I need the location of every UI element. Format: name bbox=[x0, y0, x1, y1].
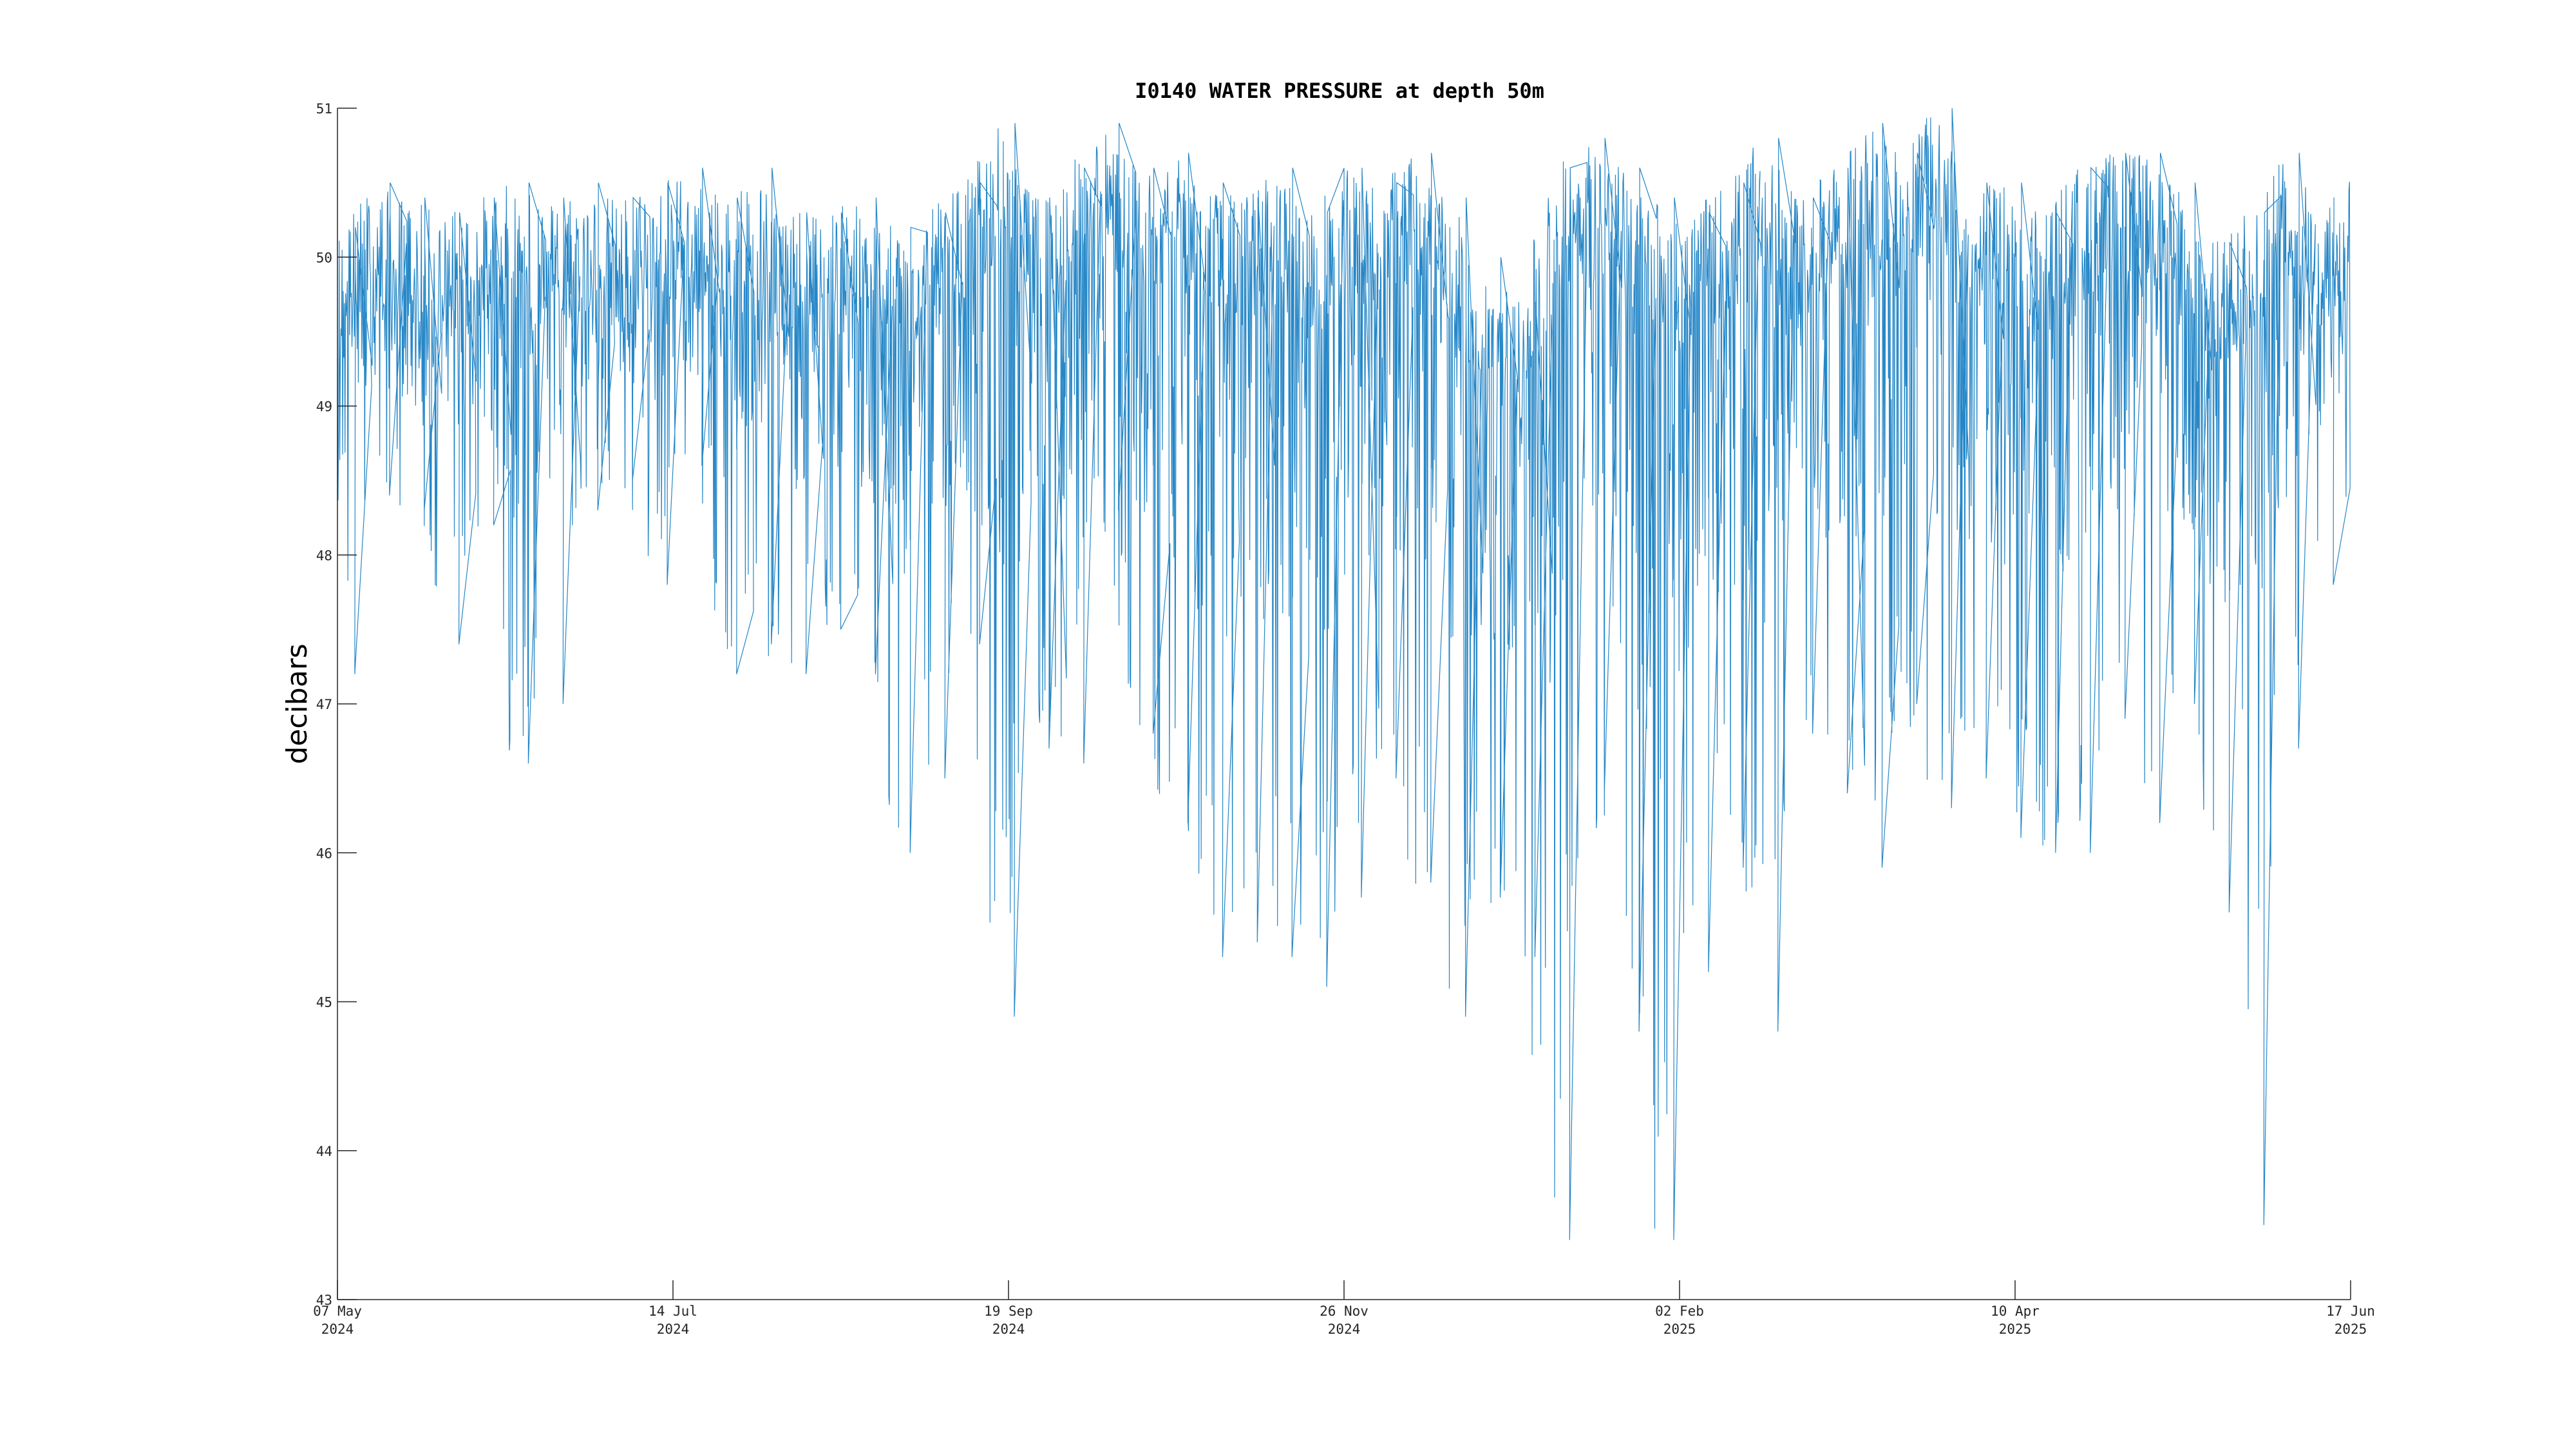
x-tick-label: 10 Apr bbox=[1991, 1303, 2040, 1319]
chart-title: I0140 WATER PRESSURE at depth 50m bbox=[1135, 79, 1544, 103]
y-tick-label: 51 bbox=[316, 101, 332, 117]
x-tick-label-year: 2024 bbox=[657, 1321, 690, 1337]
y-axis-label: decibars bbox=[281, 643, 314, 764]
series-line bbox=[337, 108, 2351, 1240]
x-tick-label: 14 Jul bbox=[649, 1303, 697, 1319]
x-tick-label: 26 Nov bbox=[1320, 1303, 1368, 1319]
y-tick-label: 44 bbox=[316, 1144, 332, 1159]
series-layer bbox=[337, 108, 2351, 1240]
y-tick-label: 49 bbox=[316, 399, 332, 415]
x-tick-label: 17 Jun bbox=[2326, 1303, 2375, 1319]
y-tick-label: 48 bbox=[316, 548, 332, 564]
x-tick-label: 02 Feb bbox=[1655, 1303, 1704, 1319]
y-tick-label: 46 bbox=[316, 846, 332, 861]
x-tick-label-year: 2025 bbox=[1999, 1321, 2032, 1337]
y-tick-label: 50 bbox=[316, 250, 332, 265]
y-tick-label: 43 bbox=[316, 1293, 332, 1308]
x-tick-label: 19 Sep bbox=[984, 1303, 1033, 1319]
axes-layer: 43 44 45 46 47 48 49 50 51 07 May 2024 14 Jul 2024 19… bbox=[313, 101, 2375, 1337]
x-tick-label-year: 2025 bbox=[1663, 1321, 1696, 1337]
x-tick-label: 07 May bbox=[313, 1303, 362, 1319]
x-tick-label-year: 2025 bbox=[2334, 1321, 2367, 1337]
y-tick-label: 45 bbox=[316, 995, 332, 1010]
y-tick-label: 47 bbox=[316, 697, 332, 712]
x-tick-label-year: 2024 bbox=[1328, 1321, 1361, 1337]
x-tick-label-year: 2024 bbox=[321, 1321, 354, 1337]
x-tick-label-year: 2024 bbox=[992, 1321, 1025, 1337]
